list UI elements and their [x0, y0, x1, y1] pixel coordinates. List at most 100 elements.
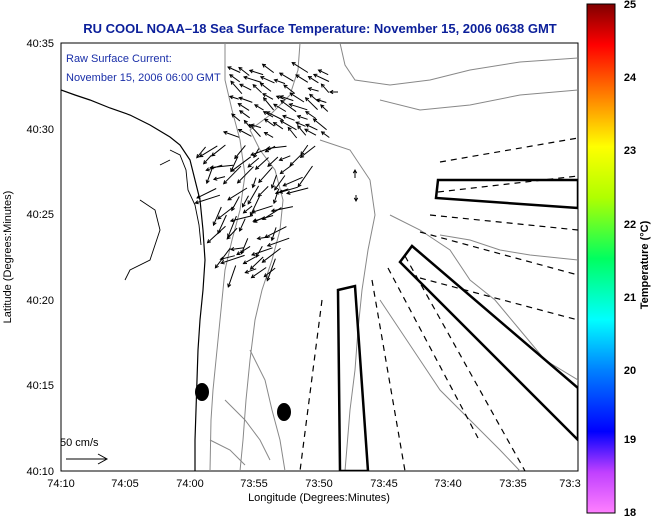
current-vector-head	[305, 110, 310, 115]
current-vector	[267, 145, 287, 149]
current-vector-head	[316, 98, 321, 103]
current-vector-head	[289, 92, 294, 97]
colorbar-tick: 19	[624, 434, 636, 446]
current-vector-head	[262, 93, 267, 98]
current-vector	[223, 131, 240, 138]
current-vector-head	[249, 211, 254, 217]
y-tick-label: 40:30	[26, 124, 54, 136]
current-vector-head	[278, 157, 283, 162]
scale-label: 50 cm/s	[60, 437, 99, 449]
current-vector	[220, 255, 235, 260]
current-vector-head	[307, 76, 313, 80]
marker-blob	[195, 383, 209, 401]
x-tick-label: 73:35	[499, 478, 527, 490]
current-vector-head	[262, 111, 268, 115]
current-vector	[271, 206, 294, 212]
current-vector-head	[257, 192, 262, 198]
current-vector-head	[264, 148, 270, 153]
current-vector-head	[279, 120, 284, 124]
current-vector	[227, 66, 241, 73]
current-vector-head	[304, 128, 309, 133]
current-vector	[300, 144, 309, 156]
current-vector	[309, 94, 320, 103]
x-axis-label: Longitude (Degrees:Minutes)	[248, 492, 390, 504]
current-vector	[239, 218, 246, 232]
current-vector-head	[238, 96, 243, 101]
current-vector	[308, 76, 319, 84]
current-vector-head	[248, 123, 253, 129]
y-axis: 40:35 40:30 40:25 40:20 40:15 40:10	[26, 38, 54, 478]
current-vector-head	[252, 83, 257, 89]
current-vector-head	[240, 250, 245, 255]
current-vector	[251, 267, 267, 279]
current-vector	[305, 111, 317, 120]
current-vector-head	[237, 129, 243, 133]
current-vector-head	[247, 200, 252, 205]
current-vector	[283, 176, 303, 187]
current-vector	[295, 74, 309, 83]
current-vector	[264, 118, 275, 127]
current-vector-head	[251, 251, 256, 256]
current-vector-head	[212, 176, 218, 181]
current-vector	[223, 165, 242, 185]
current-vector	[279, 72, 294, 82]
current-vector-head	[279, 170, 284, 175]
current-vector-head	[242, 209, 247, 214]
current-vector-head	[273, 78, 278, 83]
current-vector	[287, 127, 298, 139]
current-vector	[316, 99, 327, 103]
current-vector	[251, 247, 273, 256]
current-vector-head	[249, 265, 255, 270]
current-vector	[243, 205, 253, 214]
current-vector	[229, 74, 241, 83]
current-vector-head	[239, 83, 244, 88]
current-vector-head	[212, 221, 217, 227]
current-vector	[320, 104, 329, 112]
map-layer	[61, 43, 578, 471]
current-vector	[295, 121, 306, 127]
x-tick-label: 74:10	[47, 478, 75, 490]
current-vector-head	[275, 95, 281, 100]
colorbar-label: Temperature (°C)	[639, 220, 651, 309]
current-vector	[250, 147, 270, 156]
current-vector-head	[352, 168, 358, 174]
current-vector	[321, 83, 330, 93]
current-vector	[262, 63, 274, 74]
current-vector-head	[295, 74, 300, 79]
current-vector	[238, 129, 252, 137]
current-vector-head	[250, 152, 255, 157]
colorbar-tick: 22	[624, 219, 636, 231]
current-vector	[245, 268, 257, 274]
current-vector-head	[272, 122, 278, 126]
current-vector-head	[300, 151, 305, 156]
current-vector	[237, 166, 254, 184]
current-vector	[300, 145, 316, 158]
current-vector-head	[242, 203, 246, 208]
current-vector	[266, 111, 284, 121]
y-tick-label: 40:25	[26, 209, 54, 221]
x-tick-label: 74:00	[176, 478, 204, 490]
current-vector	[249, 124, 261, 137]
current-vector-head	[236, 179, 242, 184]
current-vector-head	[229, 246, 235, 252]
current-vector	[252, 84, 262, 94]
current-vector	[305, 124, 318, 131]
current-vector-head	[266, 242, 272, 247]
current-vector-head	[305, 123, 310, 128]
current-vector	[243, 256, 257, 265]
current-vector-head	[265, 111, 271, 115]
current-vector	[213, 206, 222, 226]
current-vector-head	[250, 274, 256, 279]
current-vector-head	[238, 110, 244, 115]
marker-blob	[277, 403, 291, 421]
current-vector-head	[287, 126, 292, 131]
current-vector-head	[328, 89, 334, 95]
current-vector	[213, 176, 226, 180]
current-vector	[267, 156, 279, 167]
current-vector	[196, 188, 217, 199]
colorbar-tick: 20	[624, 365, 636, 377]
current-vector-head	[267, 162, 272, 168]
colorbar-tick: 25	[624, 0, 636, 11]
current-vector-head	[256, 236, 261, 241]
